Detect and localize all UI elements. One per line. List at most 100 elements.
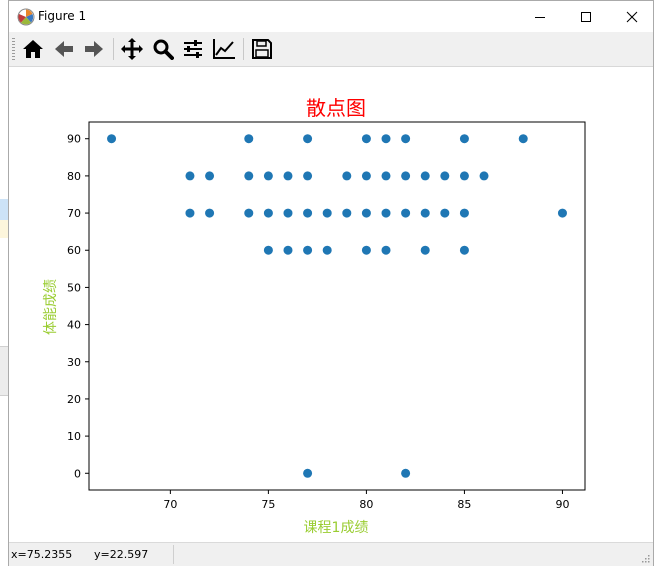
data-point (322, 245, 332, 255)
data-point (440, 208, 450, 218)
arrow-left-icon (55, 41, 73, 57)
zoom-button[interactable] (150, 36, 176, 62)
maximize-button[interactable] (563, 1, 609, 32)
data-point (420, 208, 430, 218)
data-point (381, 245, 391, 255)
data-point (322, 208, 332, 218)
status-separator (173, 545, 174, 564)
data-point (361, 245, 371, 255)
data-point (401, 468, 411, 478)
data-point (459, 134, 469, 144)
x-coordinate-readout: x=75.2355 (11, 548, 73, 561)
data-point (303, 245, 313, 255)
home-button[interactable] (20, 36, 46, 62)
x-tick-label: 75 (261, 498, 275, 511)
data-point (420, 245, 430, 255)
data-point (205, 208, 215, 218)
background-strip-blue (0, 199, 8, 220)
move-icon (121, 38, 143, 60)
x-tick-label: 80 (359, 498, 373, 511)
data-point (381, 171, 391, 181)
data-point (381, 208, 391, 218)
arrow-right-icon (85, 41, 103, 57)
title-bar[interactable]: Figure 1 (9, 1, 653, 32)
maximize-icon (581, 11, 591, 22)
data-point (263, 245, 273, 255)
x-tick-label: 85 (457, 498, 471, 511)
y-tick-label: 30 (67, 356, 81, 369)
background-strip-gray (0, 346, 8, 396)
y-axis-label: 体能成绩 (43, 279, 59, 335)
toolbar-separator (243, 38, 244, 60)
toolbar-grip[interactable] (12, 38, 15, 60)
data-point (185, 171, 195, 181)
background-strip-yellow (0, 220, 8, 238)
back-button[interactable] (51, 36, 77, 62)
data-point (361, 208, 371, 218)
data-point (303, 171, 313, 181)
toolbar-separator (113, 38, 114, 60)
data-point (303, 468, 313, 478)
y-tick-label: 80 (67, 170, 81, 183)
y-coordinate-readout: y=22.597 (94, 548, 149, 561)
data-point (283, 245, 293, 255)
data-point (401, 171, 411, 181)
navigation-toolbar (9, 32, 653, 67)
y-tick-label: 0 (74, 467, 81, 480)
data-point (401, 134, 411, 144)
save-button[interactable] (249, 36, 275, 62)
data-point (381, 134, 391, 144)
data-point (459, 171, 469, 181)
data-point (107, 134, 117, 144)
data-point (518, 134, 528, 144)
data-point (440, 171, 450, 181)
data-point (205, 171, 215, 181)
magnifier-icon (153, 39, 174, 60)
data-point (244, 171, 254, 181)
data-point (283, 171, 293, 181)
y-tick-label: 90 (67, 133, 81, 146)
data-point (459, 245, 469, 255)
data-point (361, 134, 371, 144)
chart-title: 散点图 (306, 96, 366, 120)
x-axis-label: 课程1成绩 (304, 520, 369, 536)
data-point (401, 208, 411, 218)
close-button[interactable] (609, 1, 655, 32)
x-tick-label: 70 (163, 498, 177, 511)
y-tick-label: 50 (67, 281, 81, 294)
data-point (459, 208, 469, 218)
data-point (283, 208, 293, 218)
data-point (342, 171, 352, 181)
y-tick-label: 40 (67, 319, 81, 332)
minimize-icon (535, 16, 545, 18)
sliders-icon (184, 40, 202, 58)
figure-canvas[interactable]: 散点图 70 75 80 85 90 0 10 20 30 40 50 60 70 80 90 课程1成绩 … (9, 67, 653, 542)
data-point (479, 171, 489, 181)
window-title: Figure 1 (38, 9, 87, 23)
edit-axes-button[interactable] (211, 36, 237, 62)
y-tick-label: 20 (67, 393, 81, 406)
y-tick-label: 70 (67, 207, 81, 220)
matplotlib-app-icon (17, 8, 35, 26)
resize-grip-icon[interactable] (640, 553, 650, 563)
x-tick-label: 90 (555, 498, 569, 511)
y-tick-label: 10 (67, 430, 81, 443)
status-bar: x=75.2355 y=22.597 (9, 542, 653, 566)
figure-window: Figure 1 (8, 0, 654, 566)
forward-button[interactable] (81, 36, 107, 62)
minimize-button[interactable] (517, 1, 563, 32)
pan-button[interactable] (119, 36, 145, 62)
data-point (303, 134, 313, 144)
data-point (244, 134, 254, 144)
floppy-disk-icon (252, 39, 272, 59)
line-chart-icon (213, 39, 235, 59)
data-point (263, 208, 273, 218)
data-point (303, 208, 313, 218)
data-point (263, 171, 273, 181)
data-point (557, 208, 567, 218)
configure-subplots-button[interactable] (180, 36, 206, 62)
data-point (342, 208, 352, 218)
y-tick-label: 60 (67, 244, 81, 257)
data-point (420, 171, 430, 181)
